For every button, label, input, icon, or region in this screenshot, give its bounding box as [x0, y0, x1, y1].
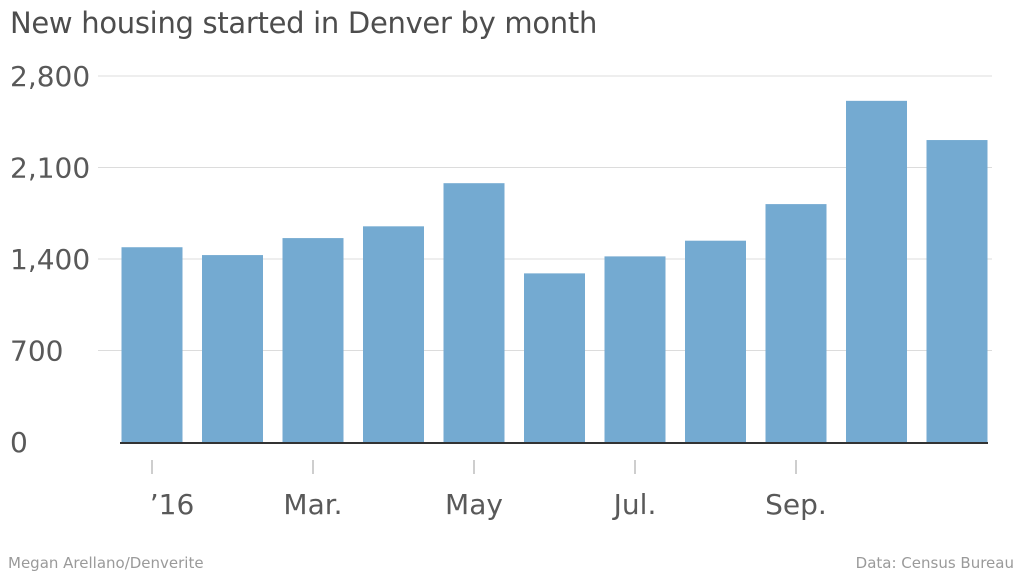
x-axis-ticks: ’16 Mar. May Jul. Sep. — [150, 460, 827, 521]
bar-oct — [846, 100, 907, 442]
bar-feb — [202, 255, 263, 442]
bar-jan — [121, 247, 183, 442]
y-tick-label: 1,400 — [10, 243, 90, 276]
bars — [121, 100, 988, 443]
credit-text: Megan Arellano/Denverite — [8, 554, 204, 572]
y-tick-label: 700 — [10, 335, 63, 368]
bar-mar — [282, 238, 344, 442]
y-tick-label: 2,100 — [10, 152, 90, 185]
x-tick-label: Sep. — [765, 488, 827, 521]
x-tick-label: Mar. — [283, 488, 342, 521]
bar-may — [443, 183, 505, 442]
bar-jul — [604, 256, 666, 442]
x-tick-label: Jul. — [612, 488, 657, 521]
source-text: Data: Census Bureau — [855, 554, 1014, 572]
y-axis-ticks: 0 700 1,400 2,100 2,800 — [10, 60, 90, 459]
x-tick-label: ’16 — [150, 488, 195, 521]
y-tick-label: 2,800 — [10, 60, 90, 93]
bar-nov — [926, 140, 988, 443]
chart-title: New housing started in Denver by month — [10, 6, 598, 40]
bar-jun — [524, 273, 585, 442]
x-tick-label: May — [445, 488, 503, 521]
bar-apr — [363, 226, 424, 442]
bar-aug — [685, 240, 746, 442]
y-tick-label: 0 — [10, 426, 28, 459]
bar-sep — [765, 204, 827, 442]
